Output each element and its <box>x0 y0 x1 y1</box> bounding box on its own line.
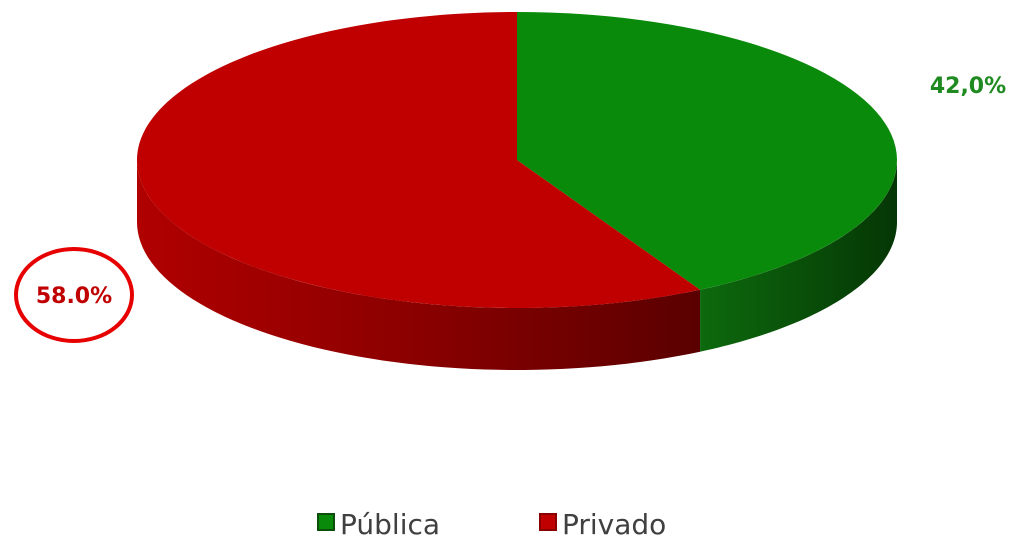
pie-slice-pública <box>517 12 897 290</box>
data-label-pública: 42,0% <box>930 74 1006 99</box>
data-labels: 42,0% 58.0% <box>14 74 1006 343</box>
pie-slice-privado <box>136 11 701 308</box>
pie-sides <box>137 160 897 370</box>
legend-label-pública: Pública <box>340 508 440 541</box>
legend-swatch-pública <box>317 513 335 531</box>
legend: Pública Privado <box>317 508 666 541</box>
pie-tops <box>136 11 897 308</box>
data-label-privado: 58.0% <box>36 284 112 309</box>
legend-swatch-privado <box>539 513 557 531</box>
highlight-circle <box>14 247 134 343</box>
pie-side-privado <box>137 160 701 370</box>
pie-side-pública <box>700 160 897 352</box>
legend-label-privado: Privado <box>562 508 666 541</box>
